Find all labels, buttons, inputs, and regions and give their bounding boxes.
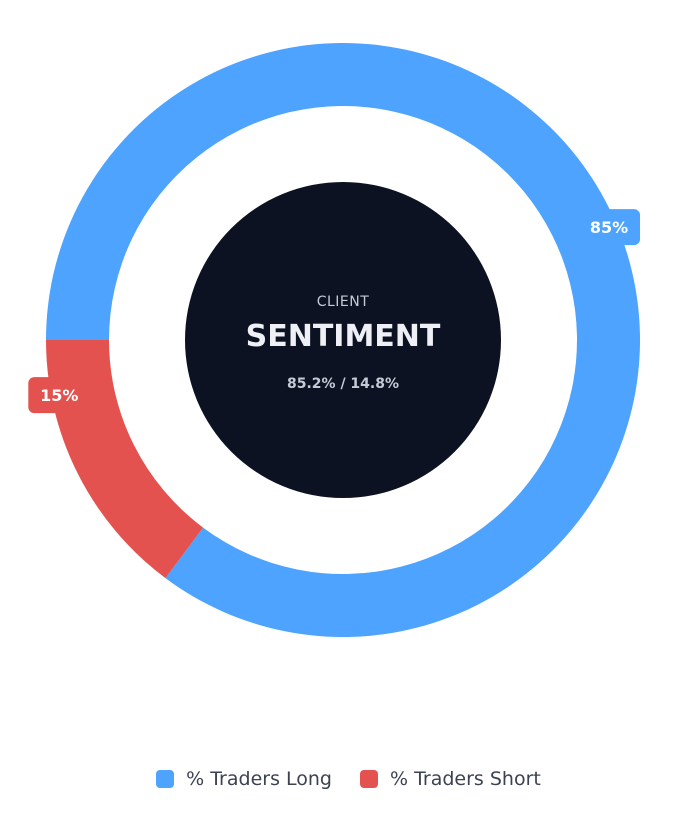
data-label-text: 15% [40, 386, 78, 405]
legend-swatch-short [359, 770, 378, 788]
data-label-short: 15% [28, 377, 91, 414]
center-small-label: CLIENT [317, 294, 370, 310]
legend-item-long[interactable]: % Traders Long [156, 768, 332, 790]
data-label-badge [578, 209, 641, 246]
data-labels: 85% 15% [28, 209, 641, 414]
center-ratio: 85.2% / 14.8% [287, 376, 399, 392]
legend-swatch-long [156, 770, 175, 788]
legend-label-short: % Traders Short [389, 768, 541, 790]
legend-label-long: % Traders Long [186, 768, 332, 790]
legend: % Traders Long % Traders Short [0, 768, 697, 790]
data-label-text: 85% [590, 218, 628, 237]
data-label-badge [28, 377, 91, 414]
data-label-long: 85% [578, 209, 641, 246]
legend-item-short[interactable]: % Traders Short [359, 768, 541, 790]
center-title: SENTIMENT [246, 319, 441, 354]
slice-traders-short[interactable] [46, 340, 204, 579]
center-circle [185, 182, 501, 498]
